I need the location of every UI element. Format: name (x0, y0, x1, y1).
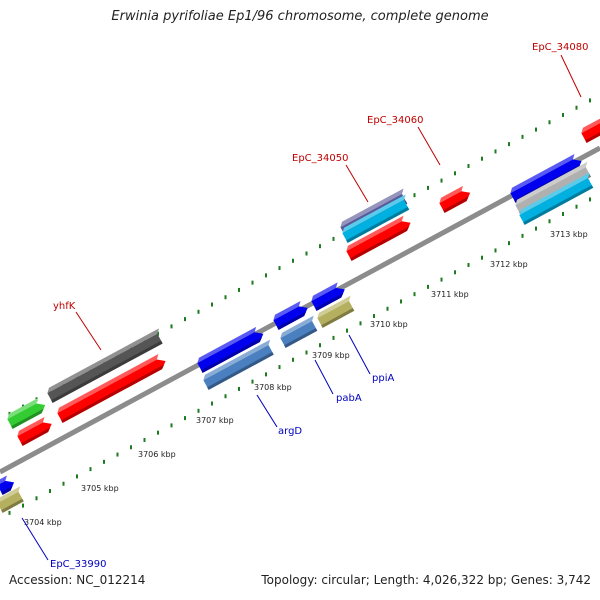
gene-feature-arrow (273, 300, 308, 330)
gene-feature-arrow (280, 315, 318, 348)
gene-feature-arrow (57, 354, 166, 423)
callout-line (75, 311, 102, 351)
kbp-label: 3713 kbp (550, 230, 588, 239)
callout-line (314, 359, 334, 395)
lower-tick-track (8, 197, 591, 515)
gene-feature-arrow (203, 339, 274, 390)
kbp-label: 3709 kbp (312, 351, 350, 360)
accession-text: Accession: NC_012214 (9, 573, 146, 587)
callout-line (417, 126, 441, 166)
kbp-label: 3711 kbp (431, 290, 469, 299)
gene-label: yhfK (53, 301, 76, 312)
kbp-label: 3707 kbp (196, 416, 234, 425)
kbp-label: 3706 kbp (138, 450, 176, 459)
callout-line (345, 164, 369, 203)
kbp-label: 3704 kbp (24, 518, 62, 527)
callout-line (560, 54, 582, 98)
gene-label: EpC_33990 (50, 559, 106, 570)
gene-feature-arrow (0, 475, 15, 495)
callout-line (256, 394, 278, 428)
gene-feature-arrow (47, 328, 163, 403)
gene-label: ppiA (372, 373, 394, 384)
kbp-label: 3705 kbp (81, 484, 119, 493)
gene-label: EpC_34080 (532, 42, 588, 53)
gene-callouts: yhfK EpC_34050 EpC_34060 EpC_34080 EpC_33990… (21, 42, 588, 570)
kbp-label: 3708 kbp (254, 383, 292, 392)
gene-features (0, 116, 600, 513)
gene-feature-arrow (581, 116, 600, 143)
gene-feature-arrow (7, 398, 46, 429)
gene-feature-arrow (197, 326, 264, 373)
gene-label: EpC_34050 (292, 153, 348, 164)
kbp-label: 3710 kbp (370, 320, 408, 329)
callout-line (348, 334, 371, 375)
gene-feature-arrow (317, 295, 355, 328)
genome-summary-text: Topology: circular; Length: 4,026,322 bp… (261, 573, 591, 587)
gene-label: argD (278, 426, 302, 437)
gene-feature-arrow (311, 282, 345, 311)
gene-label: EpC_34060 (367, 115, 423, 126)
map-title: Erwinia pyrifoliae Ep1/96 chromosome, co… (111, 9, 489, 24)
gene-feature-arrow (346, 215, 411, 261)
kbp-label: 3712 kbp (490, 260, 528, 269)
gene-feature-arrow (342, 194, 410, 243)
gene-feature-arrow (439, 185, 471, 213)
gene-label: pabA (336, 393, 362, 404)
gene-feature-arrow (0, 486, 24, 513)
gene-feature-arrow (17, 416, 52, 446)
gene-feature-arrow (519, 172, 594, 225)
callout-line (21, 517, 49, 561)
kbp-scale-labels: 3704 kbp 3705 kbp 3706 kbp 3707 kbp 3708 kbp… (24, 230, 588, 527)
